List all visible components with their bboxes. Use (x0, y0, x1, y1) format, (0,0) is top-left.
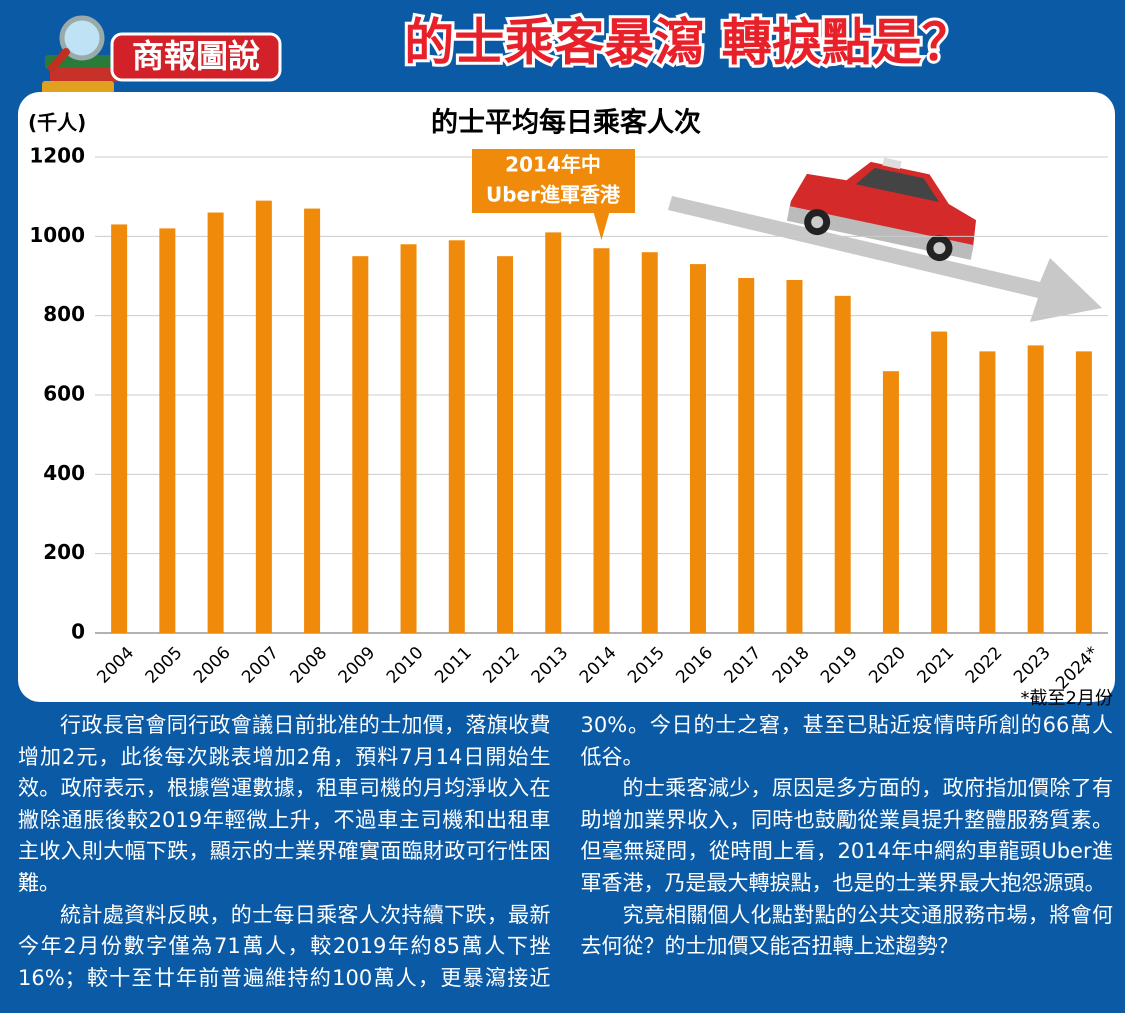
bar (931, 332, 947, 633)
logo-icon (42, 18, 120, 95)
bar (642, 252, 658, 633)
y-tick-label: 1000 (29, 223, 85, 247)
bar (111, 224, 127, 633)
bar (786, 280, 802, 633)
bar (979, 351, 995, 633)
y-tick-label: 800 (43, 302, 85, 326)
bar (449, 240, 465, 633)
bar (304, 209, 320, 633)
bar (883, 371, 899, 633)
y-tick-label: 1200 (29, 144, 85, 168)
bar (159, 228, 175, 633)
chart-title: 的士平均每日乘客人次 (431, 107, 701, 139)
page: {"header": {"badge": "商報圖說", "headline":… (0, 0, 1125, 1013)
bar (594, 248, 610, 633)
article: 行政長官會同行政會議日前批准的士加價，落旗收費增加2元，此後每次跳表增加2角，預… (18, 710, 1113, 1010)
y-tick-label: 600 (43, 382, 85, 406)
bar (352, 256, 368, 633)
bar (835, 296, 851, 633)
headline: 的士乘客暴瀉 轉捩點是？ (404, 14, 971, 72)
bar (1076, 351, 1092, 633)
y-tick-label: 400 (43, 461, 85, 485)
bar (690, 264, 706, 633)
bar (208, 213, 224, 633)
paragraph: 行政長官會同行政會議日前批准的士加價，落旗收費增加2元，此後每次跳表增加2角，預… (18, 710, 551, 900)
y-tick-label: 0 (71, 620, 85, 644)
bar (256, 201, 272, 633)
bar (738, 278, 754, 633)
chart: 商報圖說 的士乘客暴瀉 轉捩點是？ 的士平均每日乘客人次 (千人) 0 200 40… (0, 0, 1125, 710)
paragraph: 的士乘客減少，原因是多方面的，政府指加價除了有助增加業界收入，同時也鼓勵從業員提… (581, 773, 1114, 899)
y-tick-label: 200 (43, 540, 85, 564)
badge: 商報圖說 (132, 37, 260, 75)
bar (545, 232, 561, 633)
annotation: Uber進軍香港 (486, 183, 621, 207)
bar (401, 244, 417, 633)
bar (1028, 345, 1044, 633)
annotation: 2014年中 (505, 153, 601, 177)
bar (497, 256, 513, 633)
paragraph: 究竟相關個人化點對點的公共交通服務市場，將會何去何從？的士加價又能否扭轉上述趨勢… (581, 900, 1114, 963)
footnote: *截至2月份 (1021, 688, 1113, 709)
y-axis-label: (千人) (28, 111, 86, 135)
